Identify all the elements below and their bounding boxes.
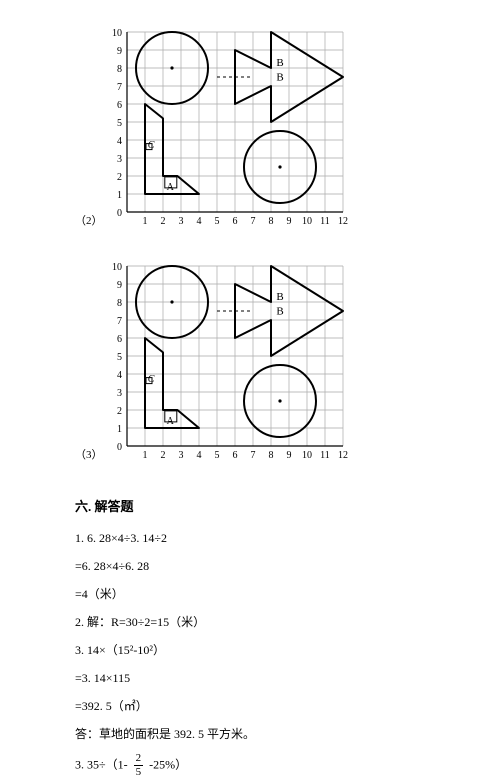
svg-text:9: 9 xyxy=(286,216,291,227)
answer-line-3: =4（米） xyxy=(75,585,500,603)
svg-text:7: 7 xyxy=(117,316,122,327)
svg-text:9: 9 xyxy=(286,450,291,461)
svg-text:0: 0 xyxy=(117,442,122,453)
svg-text:5: 5 xyxy=(117,118,122,129)
figure-3-grid: 123456789101112012345678910BBCA xyxy=(109,262,359,468)
svg-text:5: 5 xyxy=(214,450,219,461)
svg-text:10: 10 xyxy=(302,450,312,461)
svg-text:10: 10 xyxy=(112,28,122,39)
answer-line-9: 3. 35÷（1- 2 5 -25%） xyxy=(75,753,500,778)
svg-text:B: B xyxy=(276,306,283,318)
answer-line-7: =392. 5（㎡） xyxy=(75,697,500,715)
figure-2: （2） 123456789101112012345678910BBCA xyxy=(75,28,500,234)
figure-3: （3） 123456789101112012345678910BBCA xyxy=(75,262,500,468)
svg-text:8: 8 xyxy=(268,216,273,227)
svg-text:2: 2 xyxy=(160,216,165,227)
svg-text:1: 1 xyxy=(142,216,147,227)
figure-2-label: （2） xyxy=(75,212,103,228)
svg-text:2: 2 xyxy=(117,406,122,417)
svg-text:1: 1 xyxy=(117,190,122,201)
svg-text:2: 2 xyxy=(117,172,122,183)
svg-text:11: 11 xyxy=(320,216,330,227)
answer-line-4: 2. 解：R=30÷2=15（米） xyxy=(75,613,500,631)
answer-line-6: =3. 14×115 xyxy=(75,669,500,687)
svg-text:3: 3 xyxy=(117,154,122,165)
svg-text:B: B xyxy=(276,72,283,84)
answer-line-2: =6. 28×4÷6. 28 xyxy=(75,557,500,575)
svg-text:10: 10 xyxy=(302,216,312,227)
svg-text:A: A xyxy=(166,182,174,193)
svg-text:4: 4 xyxy=(196,450,201,461)
svg-text:B: B xyxy=(276,291,283,303)
svg-text:11: 11 xyxy=(320,450,330,461)
svg-text:1: 1 xyxy=(117,424,122,435)
svg-text:C: C xyxy=(147,374,154,385)
svg-text:A: A xyxy=(166,416,174,427)
section-title: 六. 解答题 xyxy=(75,496,500,515)
svg-text:12: 12 xyxy=(338,450,348,461)
svg-text:12: 12 xyxy=(338,216,348,227)
svg-text:5: 5 xyxy=(214,216,219,227)
answer-line-5: 3. 14×（15²-10²） xyxy=(75,641,500,659)
svg-text:6: 6 xyxy=(117,334,122,345)
svg-text:7: 7 xyxy=(250,216,255,227)
svg-text:4: 4 xyxy=(196,216,201,227)
svg-text:8: 8 xyxy=(117,298,122,309)
svg-text:6: 6 xyxy=(232,216,237,227)
fraction-denominator: 5 xyxy=(134,766,144,778)
svg-text:5: 5 xyxy=(117,352,122,363)
svg-text:8: 8 xyxy=(117,64,122,75)
svg-text:0: 0 xyxy=(117,208,122,219)
fraction-numerator: 2 xyxy=(134,753,144,766)
svg-text:B: B xyxy=(276,57,283,69)
svg-text:6: 6 xyxy=(117,100,122,111)
svg-text:6: 6 xyxy=(232,450,237,461)
figure-3-label: （3） xyxy=(75,446,103,462)
answer-line-1: 1. 6. 28×4÷3. 14÷2 xyxy=(75,529,500,547)
svg-text:7: 7 xyxy=(117,82,122,93)
answer-line-8: 答：草地的面积是 392. 5 平方米。 xyxy=(75,725,500,743)
svg-text:3: 3 xyxy=(178,216,183,227)
svg-text:4: 4 xyxy=(117,136,122,147)
svg-text:3: 3 xyxy=(117,388,122,399)
svg-text:C: C xyxy=(147,140,154,151)
svg-text:7: 7 xyxy=(250,450,255,461)
answer-line-9-pre: 3. 35÷（1- xyxy=(75,757,128,771)
fraction-2-5: 2 5 xyxy=(134,753,144,778)
svg-text:8: 8 xyxy=(268,450,273,461)
svg-text:2: 2 xyxy=(160,450,165,461)
svg-text:1: 1 xyxy=(142,450,147,461)
svg-text:4: 4 xyxy=(117,370,122,381)
svg-text:9: 9 xyxy=(117,280,122,291)
answer-line-9-post: -25%） xyxy=(149,757,187,771)
figure-2-grid: 123456789101112012345678910BBCA xyxy=(109,28,359,234)
svg-text:3: 3 xyxy=(178,450,183,461)
svg-text:10: 10 xyxy=(112,262,122,273)
svg-text:9: 9 xyxy=(117,46,122,57)
